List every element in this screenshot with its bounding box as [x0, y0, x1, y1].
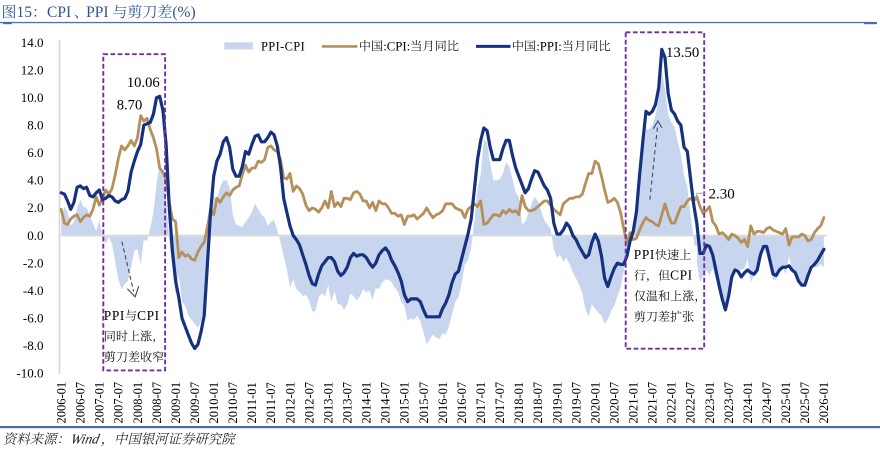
svg-text:2026-01: 2026-01 [817, 382, 831, 424]
svg-text:2025-07: 2025-07 [798, 382, 812, 424]
svg-text:0.0: 0.0 [27, 228, 43, 243]
svg-text:-6.0: -6.0 [23, 311, 44, 326]
svg-text:2009-01: 2009-01 [169, 382, 183, 424]
svg-text:14.0: 14.0 [21, 35, 44, 50]
svg-text:2024-07: 2024-07 [760, 382, 774, 424]
svg-text:2024-01: 2024-01 [741, 382, 755, 424]
svg-text:2010-07: 2010-07 [226, 382, 240, 424]
svg-text:2011-07: 2011-07 [264, 382, 278, 423]
svg-text:6.0: 6.0 [27, 145, 43, 160]
svg-text:13.50: 13.50 [666, 45, 699, 61]
svg-text:2015-07: 2015-07 [417, 382, 431, 424]
svg-text:2007-01: 2007-01 [93, 382, 107, 424]
svg-text:2012-07: 2012-07 [302, 382, 316, 424]
svg-text:4.0: 4.0 [27, 173, 43, 188]
svg-text:2014-01: 2014-01 [360, 382, 374, 424]
svg-text:12.0: 12.0 [21, 62, 44, 77]
svg-text:2018-07: 2018-07 [531, 382, 545, 424]
svg-text::PPI:: :PPI: [536, 39, 562, 53]
svg-text:15: 15 [17, 4, 33, 21]
svg-text:2.30: 2.30 [709, 186, 735, 202]
svg-text:8.70: 8.70 [117, 97, 143, 113]
svg-text:2018-01: 2018-01 [512, 382, 526, 424]
svg-text:2012-01: 2012-01 [283, 382, 297, 424]
svg-text:PPI: PPI [634, 247, 655, 262]
svg-text:(%): (%) [172, 4, 195, 21]
svg-text:2016-01: 2016-01 [436, 382, 450, 424]
svg-text:2009-07: 2009-07 [188, 382, 202, 424]
svg-text:2006-07: 2006-07 [74, 382, 88, 424]
svg-text:2019-01: 2019-01 [550, 382, 564, 424]
svg-text:2019-07: 2019-07 [569, 382, 583, 424]
svg-text:2023-07: 2023-07 [722, 382, 736, 424]
svg-text:2.0: 2.0 [27, 200, 43, 215]
svg-text::CPI:: :CPI: [383, 39, 410, 53]
svg-text:CPI: CPI [137, 308, 160, 323]
svg-text:2008-07: 2008-07 [150, 382, 164, 424]
svg-text:-4.0: -4.0 [23, 283, 44, 298]
svg-text:10.06: 10.06 [127, 75, 160, 91]
svg-text:8.0: 8.0 [27, 118, 43, 133]
svg-text:PPI: PPI [104, 308, 125, 323]
svg-text:-2.0: -2.0 [23, 255, 44, 270]
svg-text:Wind: Wind [69, 433, 102, 448]
svg-text:2022-07: 2022-07 [684, 382, 698, 424]
svg-text:2013-01: 2013-01 [322, 382, 336, 424]
svg-text:2015-01: 2015-01 [398, 382, 412, 424]
svg-text:10.0: 10.0 [21, 90, 44, 105]
svg-text:CPI: CPI [47, 4, 71, 21]
svg-text:2010-01: 2010-01 [207, 382, 221, 424]
svg-text:2017-07: 2017-07 [493, 382, 507, 424]
svg-text:2025-01: 2025-01 [779, 382, 793, 424]
svg-text:2021-01: 2021-01 [627, 382, 641, 424]
svg-text:PPI-CPI: PPI-CPI [261, 39, 305, 53]
svg-text:CPI: CPI [670, 268, 693, 283]
svg-text:PPI: PPI [86, 4, 108, 21]
svg-text:2017-01: 2017-01 [474, 382, 488, 424]
svg-text:2011-01: 2011-01 [245, 382, 259, 423]
svg-text:-10.0: -10.0 [16, 366, 43, 381]
svg-text:2023-01: 2023-01 [703, 382, 717, 424]
svg-text:2020-01: 2020-01 [588, 382, 602, 424]
svg-text:2013-07: 2013-07 [341, 382, 355, 424]
svg-text:2021-07: 2021-07 [646, 382, 660, 424]
svg-text:2022-01: 2022-01 [665, 382, 679, 424]
svg-text:2008-01: 2008-01 [131, 382, 145, 424]
svg-text:2007-07: 2007-07 [112, 382, 126, 424]
svg-text:2006-01: 2006-01 [55, 382, 69, 424]
svg-text:-8.0: -8.0 [23, 338, 44, 353]
svg-text:2020-07: 2020-07 [608, 382, 622, 424]
svg-text:2014-07: 2014-07 [379, 382, 393, 424]
svg-text:2016-07: 2016-07 [455, 382, 469, 424]
